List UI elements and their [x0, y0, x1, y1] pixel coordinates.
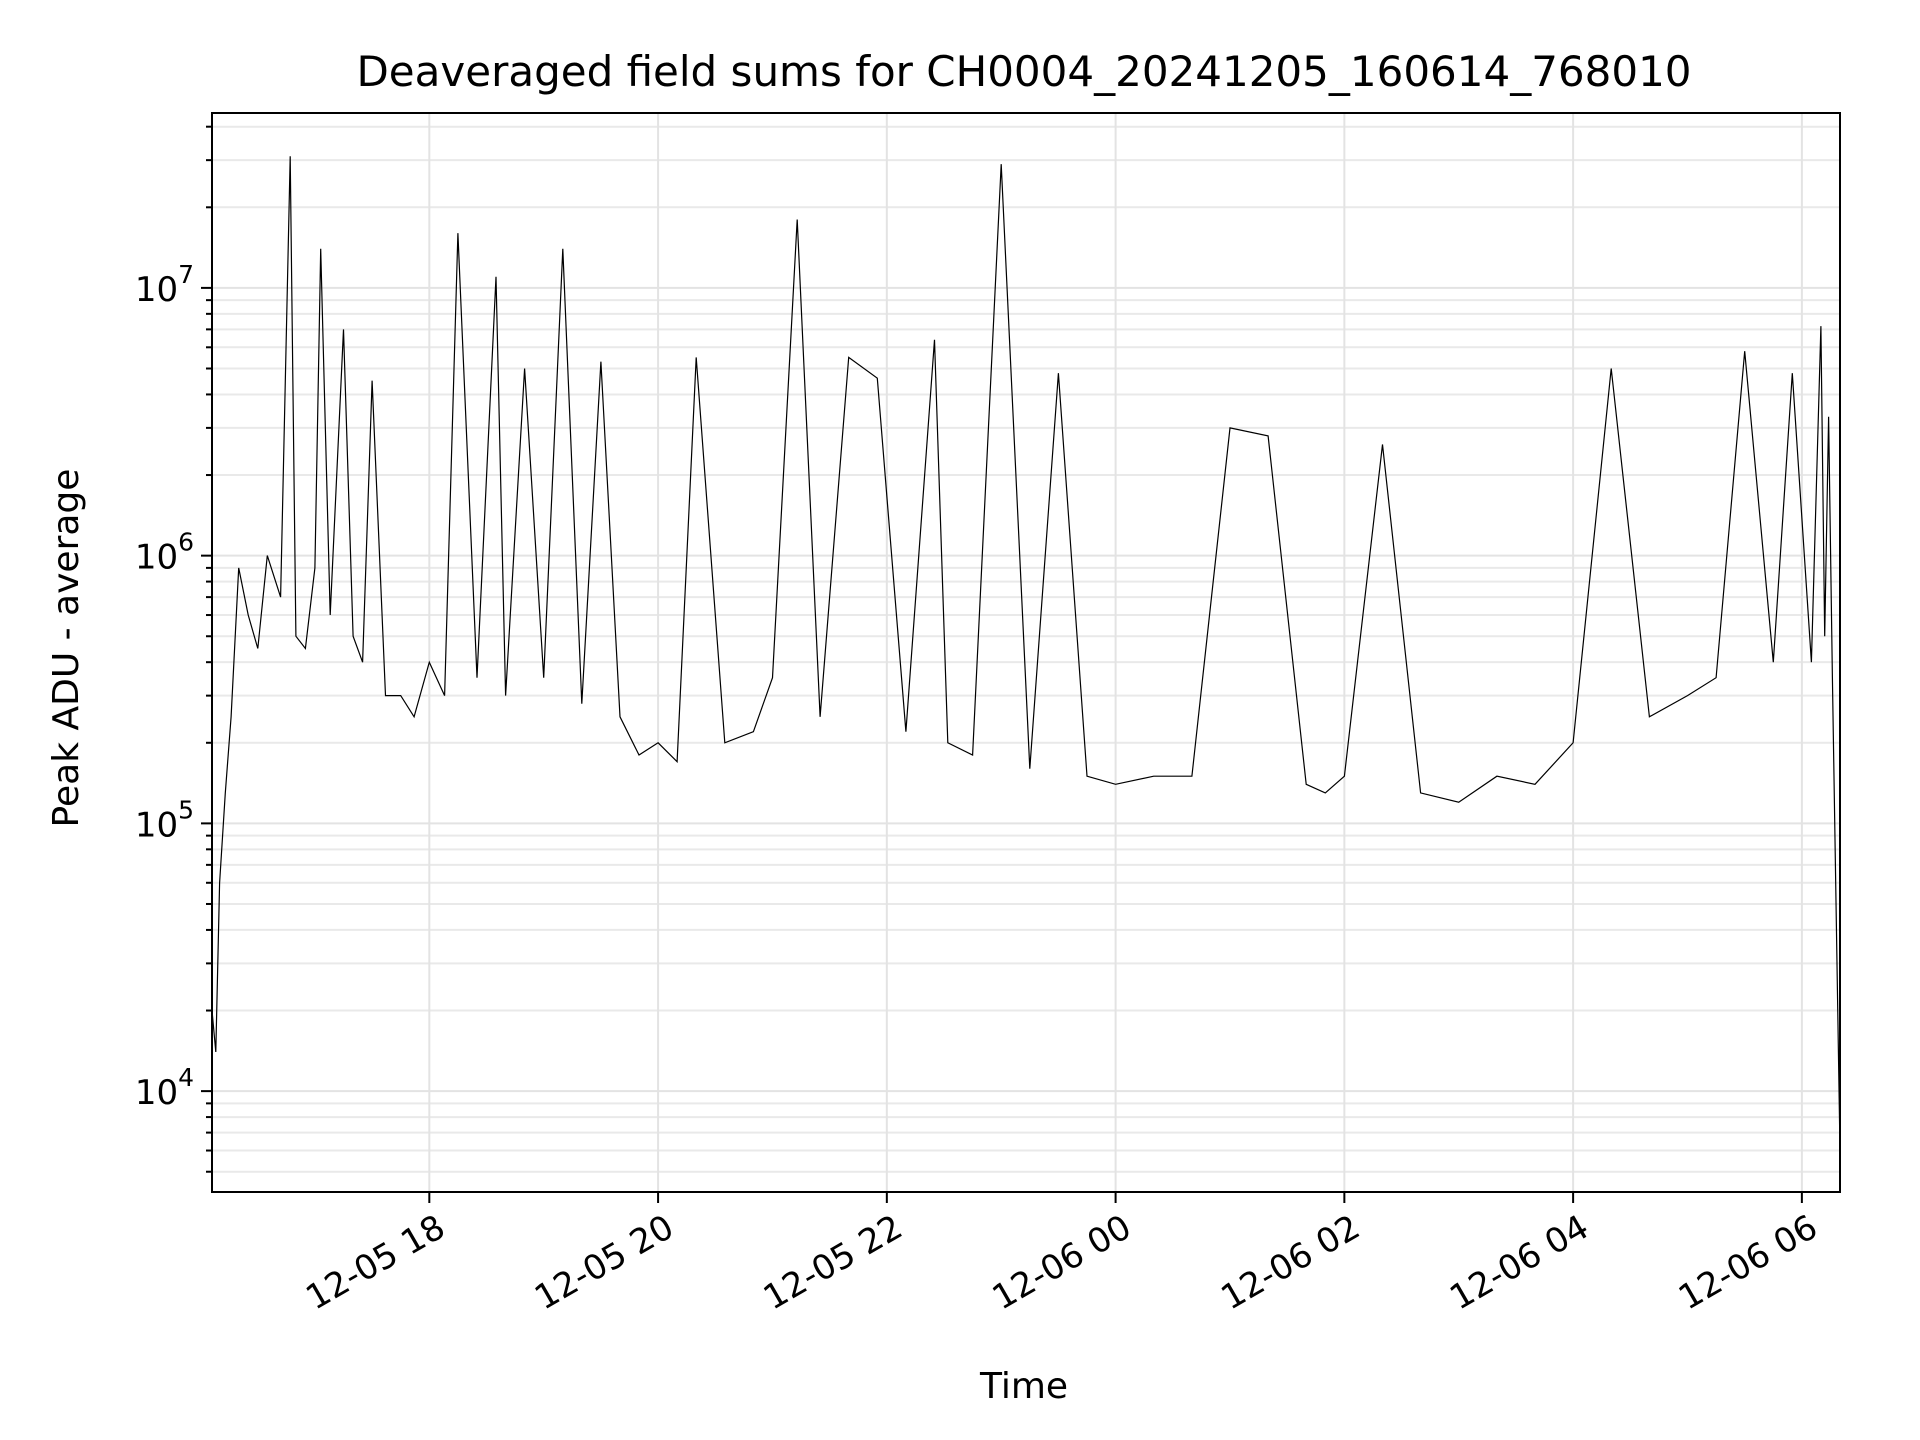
y-tick-base: 10	[135, 1073, 178, 1113]
series-line	[211, 156, 1841, 1151]
y-tick-label: 107	[135, 260, 194, 310]
series-layer	[211, 156, 1841, 1151]
y-tick-exponent: 6	[178, 528, 194, 557]
y-tick-exponent: 4	[178, 1063, 194, 1092]
x-axis-label: Time	[979, 1366, 1068, 1407]
gridlines	[212, 113, 1840, 1192]
y-tick-label: 106	[135, 528, 194, 578]
y-tick-base: 10	[135, 805, 178, 845]
chart-title: Deaveraged field sums for CH0004_2024120…	[356, 47, 1691, 96]
plot-frame	[211, 112, 1841, 1193]
y-tick-exponent: 5	[178, 795, 194, 824]
y-tick-label: 104	[135, 1063, 194, 1113]
y-tick-exponent: 7	[178, 260, 194, 289]
y-tick-base: 10	[135, 270, 178, 310]
y-tick-label: 105	[135, 795, 194, 845]
y-axis-label: Peak ADU - average	[46, 469, 87, 828]
y-tick-base: 10	[135, 538, 178, 578]
